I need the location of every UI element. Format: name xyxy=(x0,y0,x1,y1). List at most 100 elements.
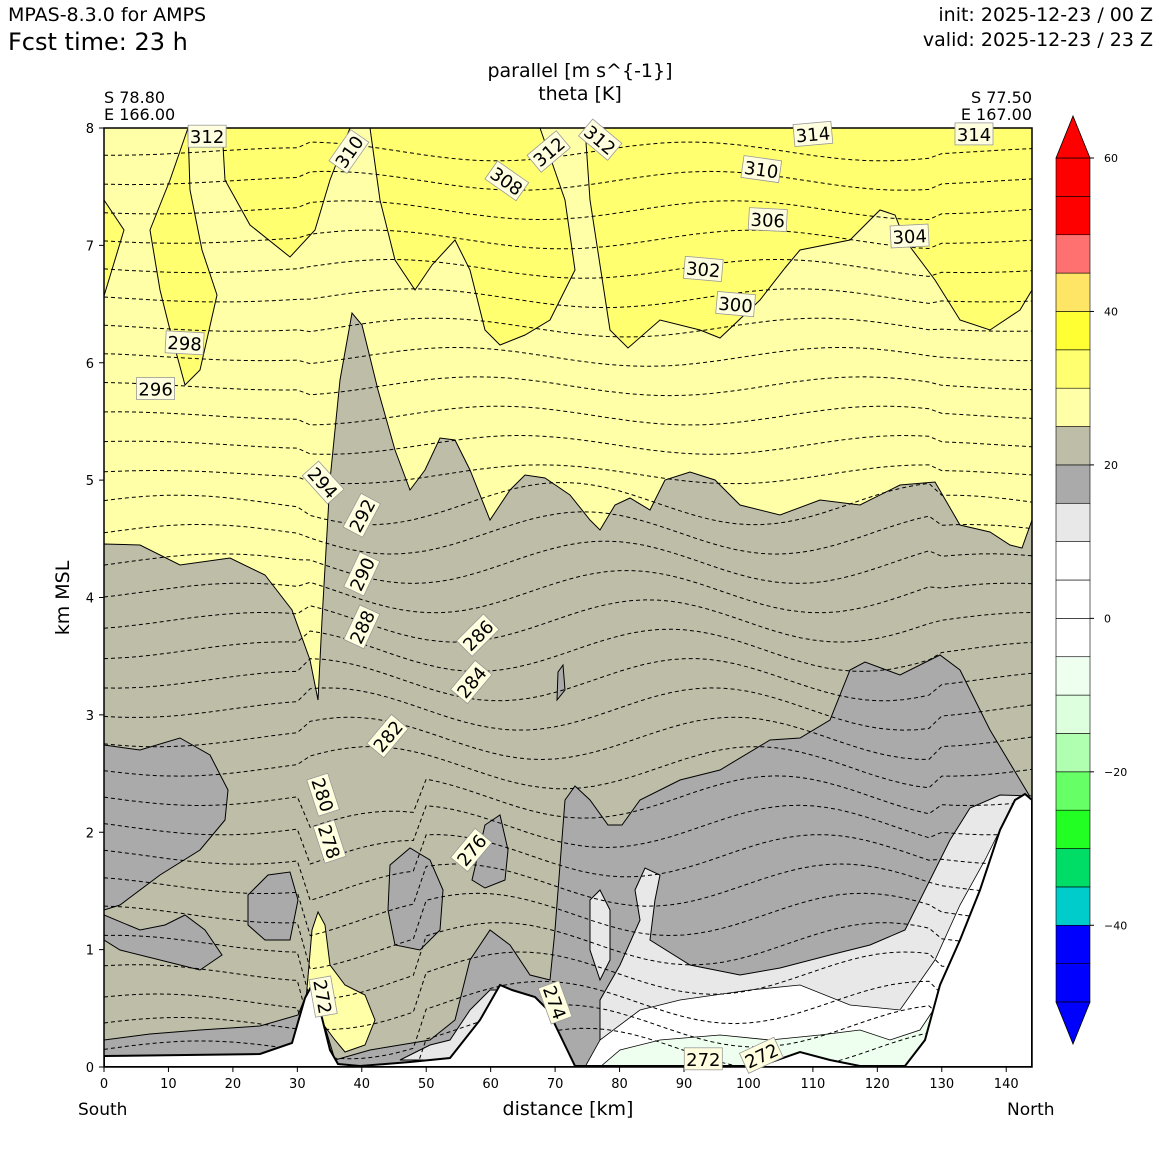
plot-area xyxy=(104,128,1032,1067)
theta-label-group: 272 xyxy=(683,1047,723,1071)
theta-contour-line xyxy=(104,716,1032,761)
forecast-time: Fcst time: 23 h xyxy=(8,28,188,56)
theta-contour-line xyxy=(104,200,1032,221)
plot-title-variable: parallel [m s^{-1}] xyxy=(487,60,673,82)
colorbar-bin xyxy=(1055,848,1091,888)
x-axis-label: distance [km] xyxy=(502,1098,634,1120)
theta-label-box xyxy=(164,330,205,356)
theta-label-group: 300 xyxy=(715,291,756,318)
x-tick-label: 80 xyxy=(611,1077,628,1092)
theta-label: 314 xyxy=(795,123,831,147)
theta-label-box xyxy=(456,613,500,657)
x-tick-label: 120 xyxy=(865,1077,890,1092)
theta-label-box xyxy=(136,377,176,401)
colorbar-bin xyxy=(1055,541,1091,581)
theta-label-box xyxy=(343,551,381,597)
colorbar-tick-label: −40 xyxy=(1104,919,1127,932)
colorbar-bin xyxy=(1055,157,1091,197)
theta-label-box xyxy=(301,460,345,505)
theta-contour-line xyxy=(104,1027,1032,1067)
theta-contour-line xyxy=(104,980,1032,1060)
colorbar-bin xyxy=(1055,963,1091,1003)
colorbar-bin xyxy=(1055,656,1091,696)
theta-contour-line xyxy=(104,346,1032,367)
colorbar-bin xyxy=(1055,196,1091,236)
theta-label-box xyxy=(682,255,724,282)
theta-contour-line xyxy=(104,229,1032,250)
x-tick-label: 130 xyxy=(929,1077,954,1092)
colorbar-tick-label: 20 xyxy=(1104,459,1118,472)
theta-label-box xyxy=(308,975,338,1018)
x-tick-label: 0 xyxy=(100,1077,108,1092)
colorbar-bin xyxy=(1055,234,1091,274)
y-tick-label: 1 xyxy=(86,944,94,959)
theta-contour-line xyxy=(104,922,1032,1001)
theta-contour-line xyxy=(104,834,1032,902)
theta-contour-line xyxy=(104,599,1032,643)
theta-contour-line xyxy=(104,658,1032,702)
terrain xyxy=(104,792,1032,1067)
theta-label-group: 314 xyxy=(792,120,834,147)
theta-label-box xyxy=(715,291,756,318)
y-tick-label: 6 xyxy=(86,357,94,372)
colorbar-bin xyxy=(1055,502,1091,542)
theta-contour-line xyxy=(104,170,1032,191)
theta-contour-line xyxy=(104,376,1032,397)
colorbar-tick-label: −20 xyxy=(1104,766,1127,779)
theta-contour-line xyxy=(104,746,1032,790)
theta-contour-line xyxy=(104,951,1032,1030)
theta-label-box xyxy=(342,492,381,538)
left-endpoint-lat: S 78.80 xyxy=(104,88,166,107)
theta-label-box xyxy=(366,713,409,759)
y-tick-label: 2 xyxy=(86,826,94,841)
theta-contour-line xyxy=(104,570,1032,614)
x-tick-label: 110 xyxy=(800,1077,825,1092)
theta-contour-line xyxy=(104,540,1032,584)
x-tick-label: 140 xyxy=(994,1077,1019,1092)
theta-label-box xyxy=(306,772,340,817)
y-axis: 0 1 2 3 4 5 6 7 8 xyxy=(86,122,104,1076)
theta-label-group: 312 xyxy=(578,118,623,161)
x-tick-label: 100 xyxy=(736,1077,761,1092)
theta-label-box xyxy=(484,160,530,202)
colorbar-tick-label: 60 xyxy=(1104,152,1118,165)
theta-label-box xyxy=(450,827,493,873)
theta-contour-line xyxy=(104,258,1032,279)
x-tick-label: 60 xyxy=(482,1077,499,1092)
theta-label-group: 296 xyxy=(136,377,176,401)
colorbar-bin xyxy=(1055,771,1091,811)
theta-label: 310 xyxy=(743,158,780,184)
colorbar-extend-min xyxy=(1055,1001,1091,1046)
theta-label-group: 298 xyxy=(164,330,205,356)
y-tick-label: 8 xyxy=(86,122,94,137)
theta-contour-line xyxy=(104,464,1032,485)
theta-contour-line xyxy=(104,405,1032,426)
theta-label-box xyxy=(683,1047,723,1071)
x-axis: 0 10 20 30 40 50 60 70 80 90 100 110 120 130 140 xyxy=(100,1067,1019,1092)
theta-contour-line xyxy=(104,804,1032,865)
x-tick-label: 90 xyxy=(676,1077,693,1092)
theta-contour-line xyxy=(104,434,1032,455)
band-30-35-region xyxy=(104,128,1032,386)
theta-contours xyxy=(104,141,1032,1067)
theta-label-box xyxy=(537,980,573,1025)
colorbar-bin xyxy=(1055,618,1091,658)
theta-label: 314 xyxy=(957,125,991,146)
valid-time: valid: 2025-12-23 / 23 Z xyxy=(922,29,1153,51)
theta-label-group: 302 xyxy=(682,255,724,282)
init-time: init: 2025-12-23 / 00 Z xyxy=(938,4,1153,26)
colorbar-bin xyxy=(1055,426,1091,466)
south-label: South xyxy=(78,1100,128,1120)
theta-contour-line xyxy=(104,775,1032,828)
theta-label-group: 312 xyxy=(187,124,227,148)
theta-label: 302 xyxy=(685,258,721,282)
theta-label-group: 310 xyxy=(740,155,783,184)
north-label: North xyxy=(1007,1100,1055,1120)
theta-label-box xyxy=(747,207,788,232)
colorbar-tick-label: 40 xyxy=(1104,305,1118,318)
band-25-30-inlet xyxy=(305,910,376,1053)
theta-contour-line xyxy=(104,892,1032,970)
theta-label-box xyxy=(738,1036,784,1074)
